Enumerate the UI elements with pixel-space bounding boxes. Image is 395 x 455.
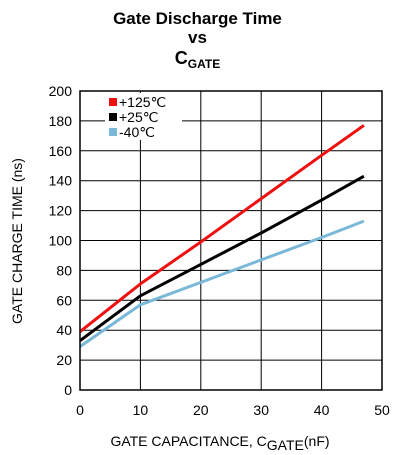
x-axis-label: GATE CAPACITANCE, CGATE(nF): [110, 433, 329, 453]
chart-title-line1: Gate Discharge Time: [113, 9, 282, 28]
legend-label-1: +25℃: [119, 109, 158, 125]
chart-title-subscript: GATE: [187, 57, 221, 71]
legend: +125℃+25℃-40℃: [105, 93, 182, 140]
legend-background: [105, 93, 182, 140]
chart-title-line3: CGATE: [0, 49, 395, 73]
y-tick-label-8: 160: [49, 143, 73, 159]
y-tick-label-0: 0: [64, 382, 72, 398]
y-tick-labels: 0 20 40 60 80 100 120 140 160 180 200: [49, 83, 73, 398]
x-tick-labels: 0 10 20 30 40 50: [76, 402, 390, 418]
y-tick-label-3: 60: [56, 292, 72, 308]
x-tick-label-0: 0: [76, 402, 84, 418]
x-tick-label-1: 10: [133, 402, 149, 418]
series-line-1: [79, 174, 365, 342]
legend-label-0: +125℃: [119, 94, 166, 110]
series-lines: [79, 124, 365, 348]
series-line-0: [79, 124, 365, 333]
y-tick-label-6: 120: [49, 203, 73, 219]
x-axis-label-tail: (nF): [304, 433, 330, 449]
y-tick-label-1: 20: [56, 352, 72, 368]
legend-swatch-1: [109, 113, 117, 121]
x-axis-label-main: GATE CAPACITANCE, C: [110, 433, 266, 449]
y-tick-label-5: 100: [49, 233, 73, 249]
legend-label-2: -40℃: [119, 124, 155, 140]
x-tick-label-5: 50: [374, 402, 390, 418]
y-tick-label-4: 80: [56, 262, 72, 278]
x-tick-label-3: 30: [253, 402, 269, 418]
plot-frame: [79, 90, 383, 391]
y-axis-label: GATE CHARGE TIME (ns): [9, 158, 25, 324]
x-tick-label-2: 20: [193, 402, 209, 418]
y-tick-label-2: 40: [56, 322, 72, 338]
y-tick-label-10: 200: [49, 83, 73, 99]
plot-border: [79, 90, 383, 391]
chart-title-symbol: C: [174, 48, 188, 68]
legend-swatch-0: [109, 98, 117, 106]
y-tick-label-9: 180: [49, 113, 73, 129]
chart-title-line2: vs: [188, 28, 207, 47]
series-line-2: [79, 219, 365, 348]
y-tick-label-7: 140: [49, 173, 73, 189]
x-tick-label-4: 40: [314, 402, 330, 418]
x-axis-label-sub: GATE: [267, 437, 304, 453]
legend-swatch-2: [109, 128, 117, 136]
